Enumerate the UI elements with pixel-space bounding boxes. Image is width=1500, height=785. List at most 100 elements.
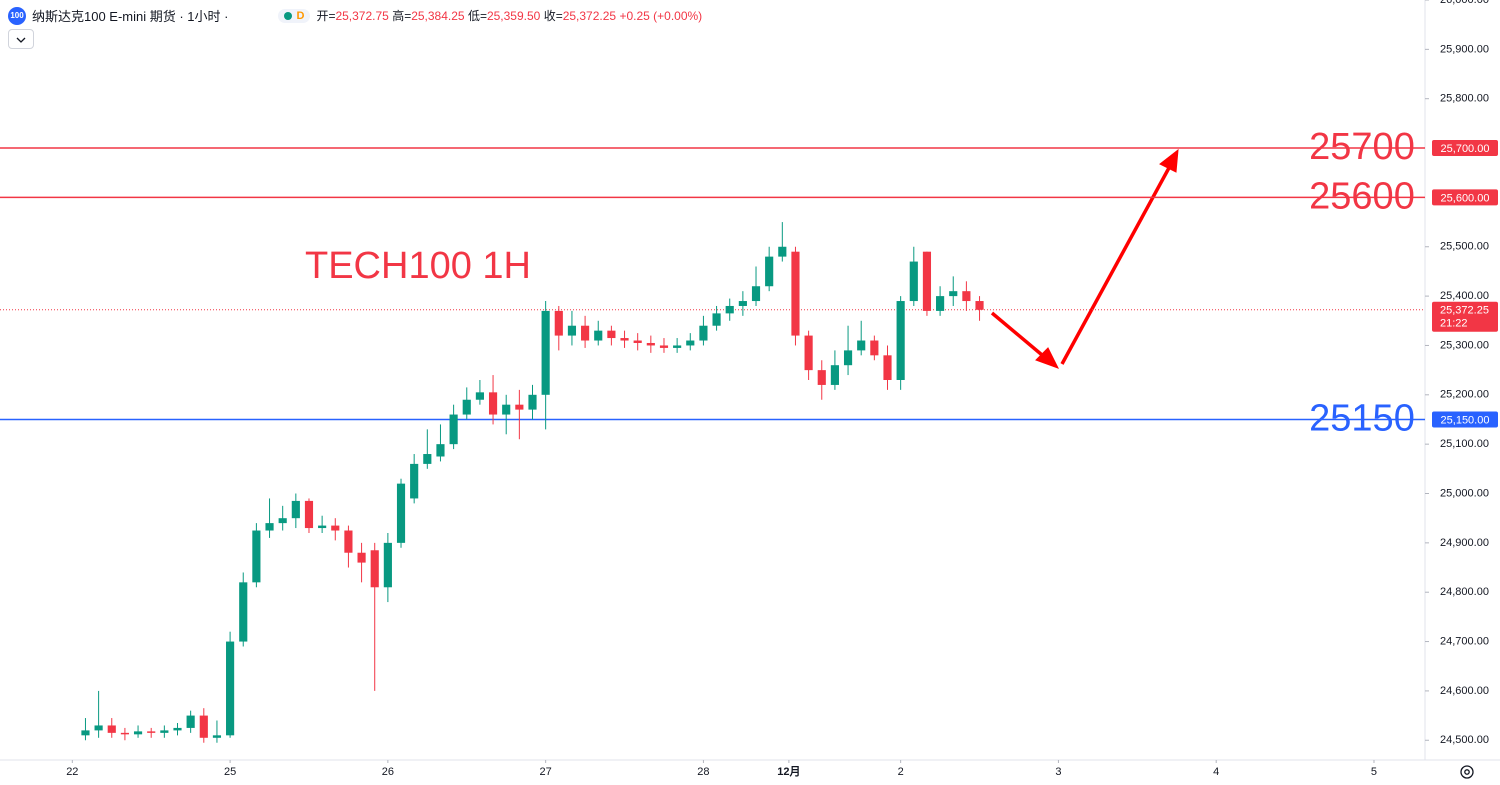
candle-body — [659, 345, 669, 348]
candle-body — [265, 523, 274, 531]
candle-body — [870, 340, 879, 356]
candle-body — [436, 444, 445, 457]
candle-body — [633, 340, 642, 343]
x-tick-label: 22 — [66, 766, 78, 778]
candle-body — [396, 483, 406, 543]
x-tick-label: 28 — [697, 766, 709, 778]
candle-body — [896, 301, 905, 380]
countdown: 21:22 — [1440, 318, 1468, 330]
y-tick-label: 24,500.00 — [1440, 734, 1489, 746]
candle-body — [120, 732, 129, 735]
candle-body — [331, 525, 340, 531]
y-tick-label: 24,900.00 — [1440, 537, 1489, 549]
level-axis-label: 25,700.00 — [1441, 143, 1490, 155]
candle-body — [147, 731, 156, 733]
x-tick-label: 4 — [1213, 766, 1219, 778]
chart-annotation: TECH100 1H — [305, 245, 531, 287]
session-badge[interactable]: D — [278, 8, 311, 23]
y-tick-label: 25,300.00 — [1440, 339, 1489, 351]
candle-body — [410, 463, 419, 499]
symbol-name[interactable]: 纳斯达克100 E-mini 期货 · 1小时 · — [32, 9, 229, 24]
candle-body — [528, 394, 537, 410]
y-tick-label: 25,800.00 — [1440, 93, 1489, 105]
candle-body — [278, 518, 287, 524]
candle-body — [186, 715, 195, 728]
y-tick-label: 25,500.00 — [1440, 241, 1489, 253]
candle-body — [594, 330, 603, 341]
candle-body — [515, 404, 524, 410]
candle-body — [541, 310, 550, 395]
last-price-box — [1432, 301, 1498, 332]
candle-body — [791, 251, 800, 336]
level-label: 25150 — [1309, 398, 1415, 440]
close: 25,372.25 — [562, 9, 617, 23]
level-axis-label: 25,600.00 — [1441, 192, 1490, 204]
settings-icon[interactable] — [1460, 765, 1474, 779]
candle-body — [699, 325, 708, 341]
candle-body — [843, 350, 853, 366]
candle-body — [199, 715, 208, 738]
symbol-icon: 100 — [8, 6, 26, 25]
y-tick-label: 24,600.00 — [1440, 685, 1489, 697]
candle-body — [817, 370, 826, 385]
open-key: 开= — [316, 9, 336, 23]
candle-body — [462, 399, 471, 415]
candle-body — [738, 301, 747, 306]
y-tick-label: 25,900.00 — [1440, 43, 1489, 55]
candle-body — [673, 345, 682, 348]
candle-body — [304, 500, 314, 529]
x-tick-label: 5 — [1371, 766, 1377, 778]
candle-body — [344, 530, 353, 553]
candle-body — [962, 291, 971, 302]
candle-body — [383, 542, 392, 588]
x-tick-label: 27 — [540, 766, 552, 778]
candle-body — [173, 727, 182, 731]
candle-body — [107, 725, 116, 733]
legend-header: 100 纳斯达克100 E-mini 期货 · 1小时 · D 开=25,372… — [8, 6, 702, 25]
candle-body — [725, 305, 734, 314]
candle-body — [502, 404, 511, 415]
candle-body — [488, 392, 498, 415]
candle-body — [226, 641, 235, 736]
y-tick-label: 26,000.00 — [1440, 0, 1489, 6]
high: 25,384.25 — [411, 9, 465, 23]
candle-body — [804, 335, 813, 371]
candle-body — [357, 552, 366, 563]
last-price-label: 25,372.25 — [1440, 305, 1489, 317]
candle-body — [94, 725, 103, 731]
candle-body — [620, 338, 629, 341]
forecast-arrow — [990, 148, 1179, 369]
candle-body — [252, 530, 261, 583]
candle-body — [778, 246, 787, 257]
level-label: 25700 — [1309, 126, 1415, 168]
y-tick-label: 24,700.00 — [1440, 635, 1489, 647]
open: 25,372.75 — [335, 9, 389, 23]
high-key: 高= — [392, 9, 412, 23]
candle-body — [607, 330, 616, 339]
y-tick-label: 25,400.00 — [1440, 290, 1489, 302]
level-axis-box — [1432, 140, 1498, 157]
y-tick-label: 24,800.00 — [1440, 586, 1489, 598]
candle-body — [712, 313, 721, 326]
level-axis-label: 25,150.00 — [1441, 414, 1490, 426]
x-tick-label: 2 — [898, 766, 904, 778]
x-tick-label: 12月 — [777, 765, 800, 778]
candle-body — [567, 325, 577, 336]
ohlc: 开=25,372.75 高=25,384.25 低=25,359.50 收=25… — [316, 7, 702, 24]
candle-body — [581, 325, 590, 341]
low-key: 低= — [467, 9, 487, 23]
level-axis-box — [1432, 411, 1498, 428]
y-tick-label: 25,000.00 — [1440, 487, 1489, 499]
x-tick-label: 25 — [224, 766, 236, 778]
candle-body — [922, 251, 932, 311]
low: 25,359.50 — [486, 9, 541, 23]
candle-body — [936, 296, 945, 311]
candle-body — [830, 365, 839, 385]
collapse-button[interactable] — [8, 29, 34, 49]
y-tick-label: 25,100.00 — [1440, 438, 1489, 450]
candle-body — [686, 340, 695, 346]
x-tick-label: 3 — [1055, 766, 1061, 778]
candle-body — [765, 256, 774, 287]
